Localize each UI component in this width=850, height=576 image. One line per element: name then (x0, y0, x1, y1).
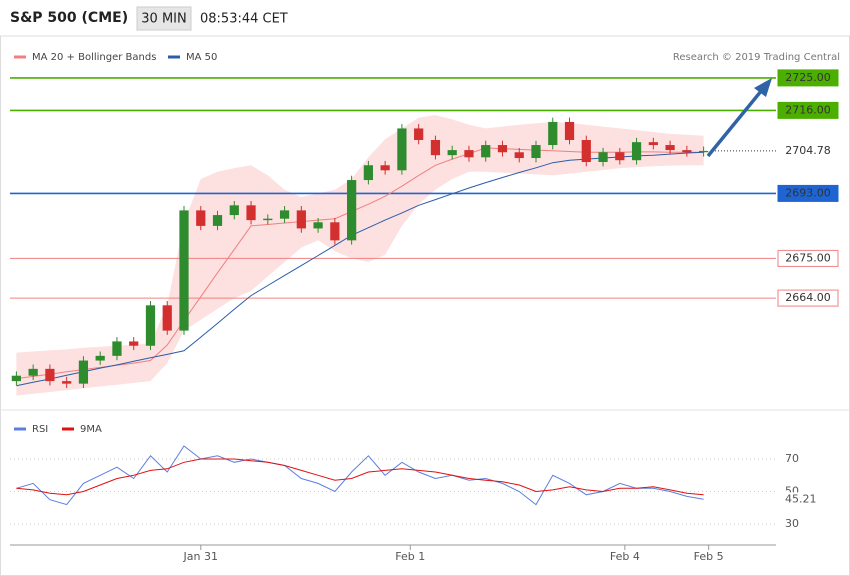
rsi-last-box (779, 492, 819, 507)
candle-body (313, 222, 323, 229)
candle-body (430, 139, 441, 156)
candle-body (62, 381, 72, 384)
candle-body (514, 152, 524, 159)
level-label: 2725.00 (785, 71, 831, 84)
candle-body (497, 145, 508, 153)
candle-body (145, 305, 156, 346)
candle-body (347, 180, 357, 241)
level-label-box (777, 69, 839, 87)
arrow-head (754, 78, 772, 97)
candle-body (397, 128, 407, 171)
level-label-box (777, 289, 839, 307)
candle-body (363, 165, 373, 181)
candle-body (129, 341, 139, 346)
level-label-box (777, 249, 839, 267)
candle-body (648, 142, 658, 146)
candle-body (548, 121, 558, 146)
candle-body (28, 368, 38, 376)
level-label-box (777, 101, 839, 119)
candle-body (196, 210, 206, 226)
time: 08:53:44 CET (200, 12, 288, 27)
candle-body (380, 165, 390, 171)
forecast-arrow (706, 78, 772, 158)
chart-title: S&P 500 (CME) (10, 10, 128, 26)
arrow-shaft (706, 88, 764, 158)
rsi-line (16, 458, 704, 496)
candle-body (229, 205, 239, 216)
candle-body (279, 210, 290, 219)
candle-body (581, 139, 591, 163)
candle-body (682, 150, 692, 153)
candle-body (631, 142, 642, 161)
level-label: 2716.00 (785, 103, 831, 116)
timeframe-box (136, 6, 192, 31)
legend-label: MA 50 (186, 52, 217, 63)
candle-body (162, 305, 172, 331)
last-price-label: 2704.78 (785, 144, 831, 157)
legend-label: RSI (32, 424, 48, 435)
candle-body (598, 152, 608, 163)
candle-body (665, 145, 675, 151)
legend-label: MA 20 + Bollinger Bands (32, 52, 156, 63)
level-label: 2693.00 (785, 186, 831, 199)
candle-body (531, 145, 541, 159)
candle-body (414, 128, 424, 140)
y-tick-label: 30 (785, 517, 799, 530)
candle-body (11, 375, 21, 382)
x-tick-label: Feb 1 (395, 550, 425, 563)
timeframe: 30 MIN (141, 12, 186, 27)
y-tick-label: 70 (785, 452, 799, 465)
candle-body (447, 150, 457, 156)
candle-body (330, 222, 340, 241)
candle-body (464, 150, 474, 158)
candle-body (212, 215, 223, 226)
level-label: 2664.00 (785, 291, 831, 304)
candle-body (564, 121, 575, 140)
candle-body (45, 368, 55, 382)
candle-body (246, 205, 256, 221)
candle-body (263, 218, 273, 221)
x-tick-label: Feb 4 (610, 550, 640, 563)
x-tick-label: Jan 31 (183, 550, 218, 563)
legend-label: 9MA (80, 424, 102, 435)
candle-body (296, 210, 306, 229)
candle-body (615, 152, 625, 161)
candle-body (481, 145, 491, 158)
credit: Research © 2019 Trading Central (673, 52, 840, 63)
x-tick-label: Feb 5 (694, 550, 724, 563)
candle-body (95, 355, 105, 361)
rsi-line (16, 445, 704, 506)
candle-body (699, 150, 709, 153)
level-label-box (777, 184, 839, 202)
rsi-last-label: 45.21 (785, 492, 817, 505)
level-label: 2675.00 (785, 251, 831, 264)
candle-body (112, 341, 122, 356)
candle-body (78, 360, 89, 384)
candle-body (179, 210, 189, 331)
